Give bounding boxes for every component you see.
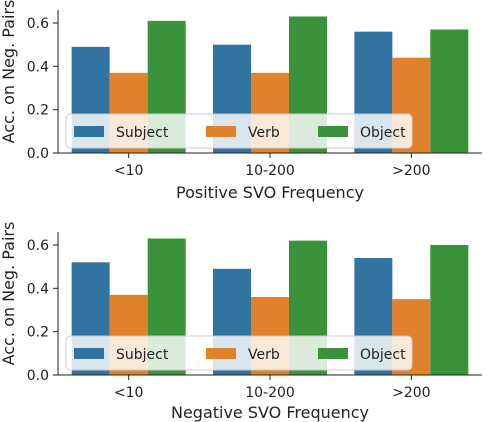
legend-swatch-object — [318, 126, 348, 137]
legend-swatch-verb — [206, 126, 236, 137]
x-axis-label: Negative SVO Frequency — [171, 403, 369, 422]
legend-box — [65, 335, 413, 371]
x-tick-label: 10-200 — [245, 385, 295, 401]
chart-panel-1: 0.0 0.2 0.4 0.6 <10 10-200 >200 Positive SVO Fr… — [0, 0, 482, 202]
y-tick-label: 0.6 — [27, 16, 49, 32]
legend-swatch-subject — [74, 126, 104, 137]
x-axis-label: Positive SVO Frequency — [176, 183, 364, 202]
legend-swatch-object — [318, 348, 348, 359]
legend-box — [65, 113, 413, 149]
legend-swatch-verb — [206, 348, 236, 359]
y-tick-label: 0.2 — [27, 325, 49, 341]
y-tick-label: 0.0 — [27, 146, 49, 162]
legend-label-object: Object — [360, 347, 406, 363]
y-tick-label: 0.6 — [27, 238, 49, 254]
legend: Subject Verb Object — [65, 113, 413, 149]
bar-object-3 — [430, 29, 469, 153]
legend-swatch-subject — [74, 348, 104, 359]
y-axis-label: Acc. on Neg. Pairs — [0, 0, 18, 143]
x-tick-label: >200 — [392, 385, 430, 401]
y-tick-label: 0.4 — [27, 59, 49, 75]
y-tick-label: 0.0 — [27, 368, 49, 384]
x-tick-label: >200 — [392, 163, 430, 179]
legend-label-object: Object — [360, 125, 406, 141]
legend-label-subject: Subject — [116, 347, 169, 363]
legend-label-verb: Verb — [248, 347, 280, 363]
y-axis-label: Acc. on Neg. Pairs — [0, 222, 18, 366]
legend: Subject Verb Object — [65, 335, 413, 371]
legend-label-subject: Subject — [116, 125, 169, 141]
chart-panel-2: 0.0 0.2 0.4 0.6 <10 10-200 >200 Negative SVO Fr… — [0, 222, 482, 422]
x-tick-label: <10 — [114, 163, 144, 179]
y-tick-label: 0.2 — [27, 103, 49, 119]
x-tick-label: 10-200 — [245, 163, 295, 179]
x-tick-label: <10 — [114, 385, 144, 401]
y-tick-label: 0.4 — [27, 281, 49, 297]
bar-object-3 — [430, 245, 469, 375]
legend-label-verb: Verb — [248, 125, 280, 141]
